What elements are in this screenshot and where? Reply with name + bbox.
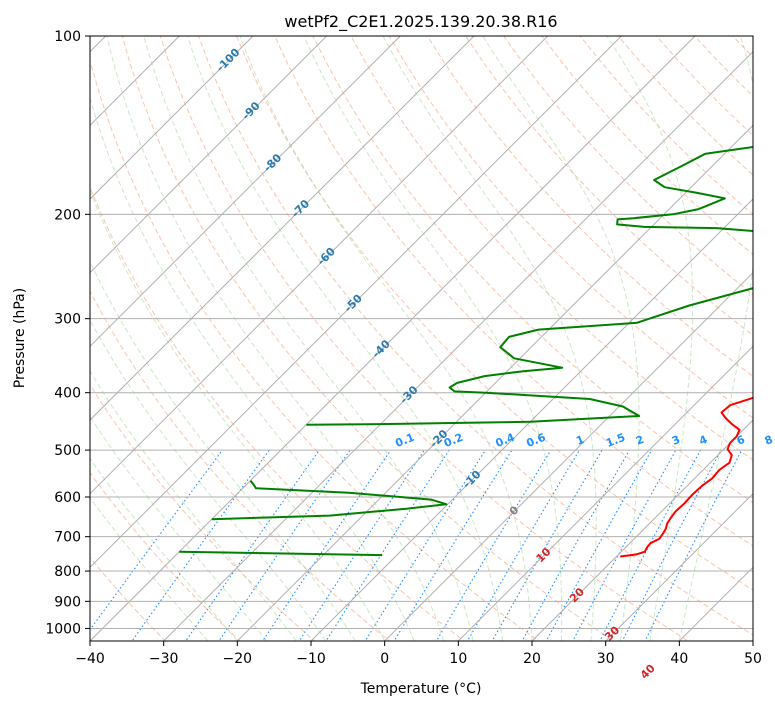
isotherm-line — [531, 419, 753, 641]
moist-adiabat — [303, 36, 563, 641]
x-tick-label: −10 — [296, 651, 326, 667]
moist-adiabat — [187, 36, 503, 641]
y-tick-label: 300 — [54, 312, 81, 328]
dry-adiabat — [350, 36, 753, 461]
isotherm-line — [236, 124, 753, 641]
x-tick-label: 0 — [380, 651, 389, 667]
isotherm-line — [90, 36, 328, 274]
profiles — [179, 145, 753, 558]
x-tick-label: 30 — [597, 651, 615, 667]
y-tick-label: 800 — [54, 564, 81, 580]
moist-adiabat — [106, 36, 445, 641]
temperature-profile — [620, 396, 753, 558]
dry-adiabat — [426, 36, 753, 377]
isotherm-line — [162, 50, 753, 641]
isotherm-line — [90, 36, 623, 569]
y-axis-label: Pressure (hPa) — [12, 288, 28, 388]
chart-title: wetPf2_C2E1.2025.139.20.38.R16 — [284, 12, 557, 32]
isotherm-line — [310, 198, 753, 641]
y-tick-label: 600 — [54, 490, 81, 506]
x-tick-label: 50 — [744, 651, 762, 667]
dry-adiabat — [90, 556, 167, 641]
moist-adiabat — [606, 36, 694, 641]
x-tick-label: −20 — [223, 651, 253, 667]
moist-adiabat — [143, 36, 474, 641]
mixing-ratio-label: 3 — [670, 433, 682, 448]
plot-frame — [89, 35, 754, 642]
moist-adiabat — [482, 36, 640, 641]
y-tick-label: 100 — [54, 29, 81, 45]
y-tick-label: 1000 — [45, 621, 81, 637]
x-tick-label: 40 — [670, 651, 688, 667]
moist-adiabat — [382, 36, 597, 641]
y-tick-label: 700 — [54, 530, 81, 546]
dry-adiabat — [236, 36, 753, 591]
x-axis: −40 −30 −20 −10 0 10 20 30 40 50 — [75, 641, 762, 667]
dry-adiabat — [465, 36, 753, 337]
isotherm-line — [457, 345, 753, 641]
moist-adiabat — [90, 415, 268, 641]
x-tick-label: −40 — [75, 651, 105, 667]
moist-adiabat — [678, 36, 753, 641]
mixing-ratio-label: 8 — [763, 433, 775, 448]
isotherm-line — [90, 36, 254, 200]
isotherm-line — [90, 36, 549, 495]
isotherm-line — [90, 36, 181, 127]
mixing-ratio-label: 2 — [634, 433, 646, 448]
moist-adiabat — [90, 457, 238, 641]
dry-adiabat — [198, 36, 753, 636]
isotherm-line — [90, 36, 402, 348]
y-tick-label: 200 — [54, 207, 81, 223]
dewpoint-profile — [179, 145, 753, 557]
y-tick-label: 400 — [54, 386, 81, 402]
x-tick-label: 10 — [449, 651, 467, 667]
isotherm-line — [90, 36, 475, 421]
x-tick-label: 20 — [523, 651, 541, 667]
y-axis: 100 200 300 400 500 600 700 800 900 1000 — [45, 29, 90, 637]
y-tick-label: 900 — [54, 594, 81, 610]
moist-adiabat — [90, 260, 356, 641]
isotherm-line — [383, 271, 753, 641]
moist-adiabat — [90, 496, 209, 641]
x-axis-label: Temperature (°C) — [360, 681, 482, 697]
x-tick-label: −30 — [149, 651, 179, 667]
moist-adiabat — [239, 36, 533, 641]
mixing-ratio-label: 1 — [574, 433, 586, 448]
y-tick-label: 500 — [54, 443, 81, 459]
grid-lines — [90, 36, 753, 641]
isotherm-line — [604, 492, 753, 641]
moist-adiabat — [90, 96, 415, 641]
moist-adiabat — [90, 189, 386, 641]
dry-adiabat — [90, 290, 391, 641]
isotherm-line — [90, 36, 696, 641]
